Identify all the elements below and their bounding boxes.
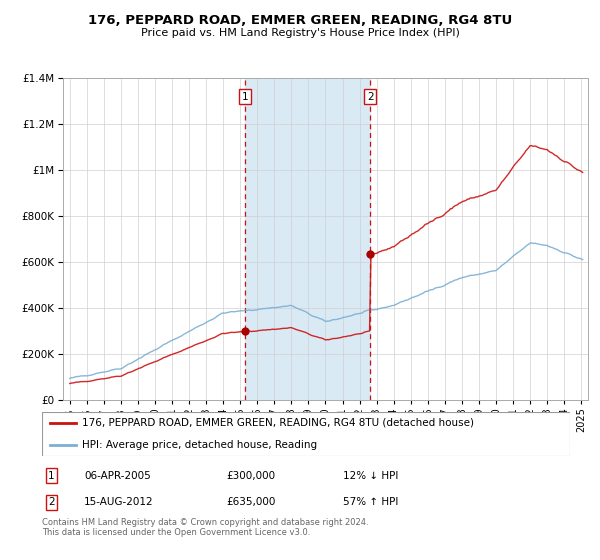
Text: HPI: Average price, detached house, Reading: HPI: Average price, detached house, Read…	[82, 440, 317, 450]
Text: 06-APR-2005: 06-APR-2005	[84, 471, 151, 481]
Text: 15-AUG-2012: 15-AUG-2012	[84, 497, 154, 507]
Text: Contains HM Land Registry data © Crown copyright and database right 2024.
This d: Contains HM Land Registry data © Crown c…	[42, 518, 368, 538]
Bar	[245, 78, 370, 400]
Text: 2: 2	[48, 497, 55, 507]
Text: £300,000: £300,000	[227, 471, 276, 481]
Text: Price paid vs. HM Land Registry's House Price Index (HPI): Price paid vs. HM Land Registry's House …	[140, 28, 460, 38]
Text: 176, PEPPARD ROAD, EMMER GREEN, READING, RG4 8TU: 176, PEPPARD ROAD, EMMER GREEN, READING,…	[88, 14, 512, 27]
Text: 1: 1	[48, 471, 55, 481]
Text: 176, PEPPARD ROAD, EMMER GREEN, READING, RG4 8TU (detached house): 176, PEPPARD ROAD, EMMER GREEN, READING,…	[82, 418, 473, 428]
Text: 12% ↓ HPI: 12% ↓ HPI	[343, 471, 398, 481]
Text: 2: 2	[367, 92, 374, 102]
Text: 1: 1	[242, 92, 248, 102]
Text: £635,000: £635,000	[227, 497, 276, 507]
Text: 57% ↑ HPI: 57% ↑ HPI	[343, 497, 398, 507]
